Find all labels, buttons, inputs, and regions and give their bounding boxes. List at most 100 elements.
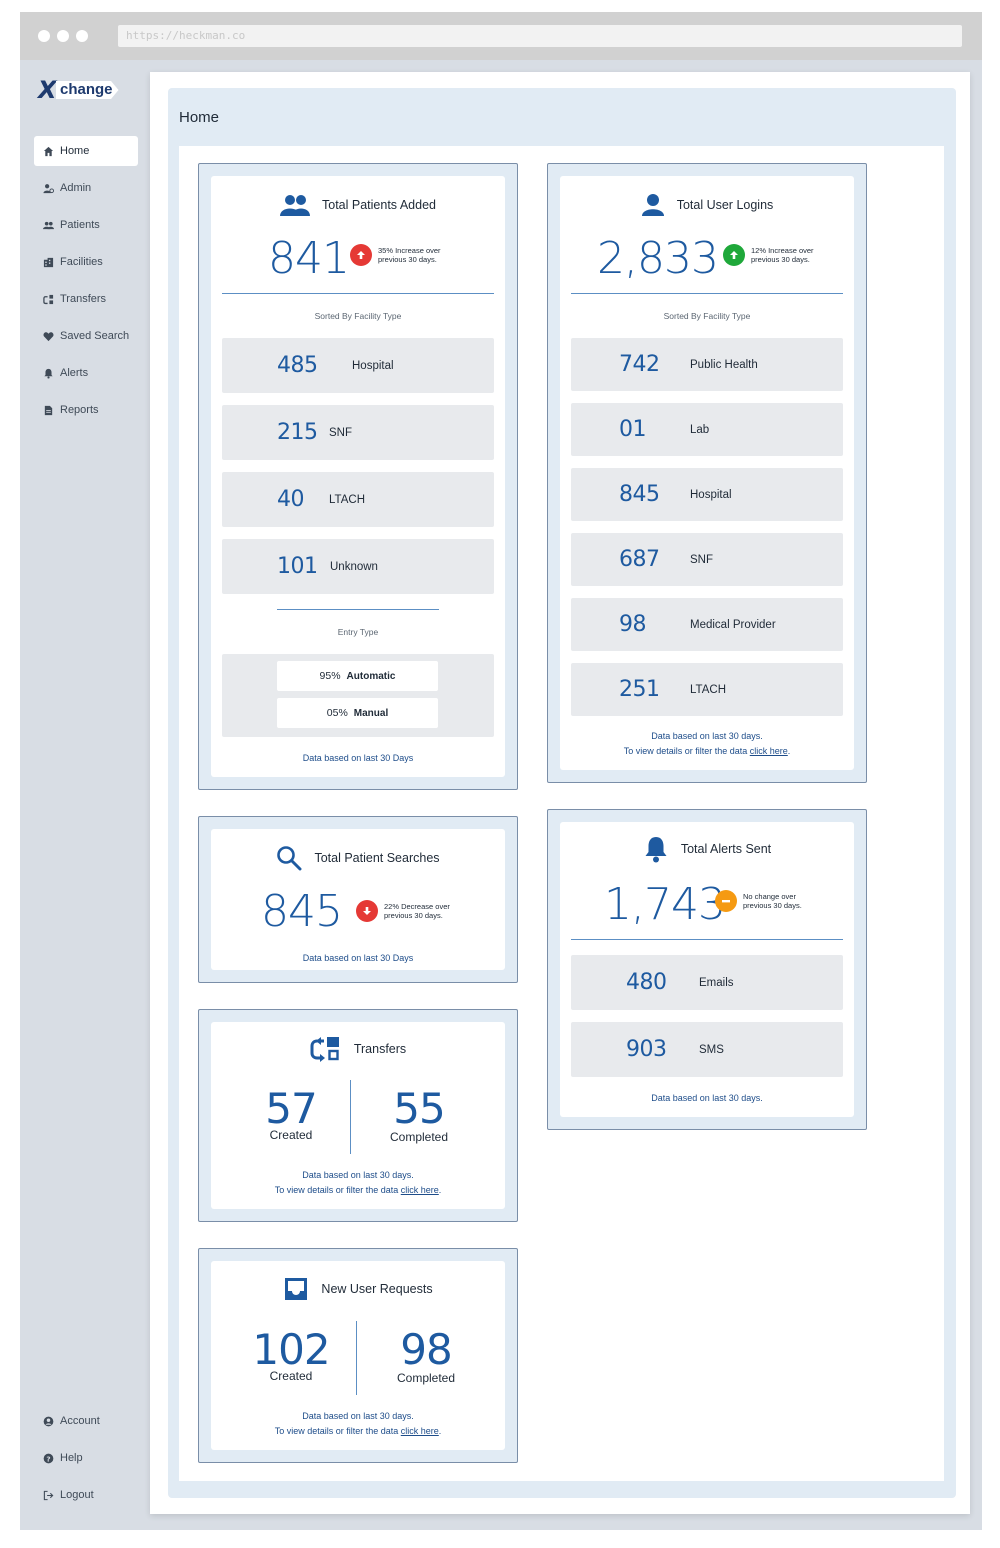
sidebar-item-label: Saved Search [60, 330, 130, 342]
click-here-link[interactable]: click here [749, 746, 788, 756]
sidebar-item-label: Transfers [60, 293, 107, 305]
user-requests-card-body: New User Requests 102 Created 98 Complet… [211, 1261, 505, 1450]
transfers-icon [43, 294, 54, 304]
facility-row[interactable]: 215 SNF [222, 405, 494, 460]
entry-label: Automatic [346, 670, 396, 682]
document-icon [44, 405, 53, 415]
alert-row[interactable]: 903 SMS [571, 1022, 843, 1077]
inbox-icon [285, 1278, 308, 1300]
no-change-icon [715, 890, 737, 912]
facility-row[interactable]: 742 Public Health [571, 338, 843, 391]
footer-text: To view details or filter the data [274, 1185, 399, 1195]
click-here-link[interactable]: click here [400, 1185, 439, 1195]
card-footer: Data based on last 30 Days [302, 953, 414, 963]
entry-automatic[interactable]: 95% Automatic [277, 661, 438, 691]
card-footer: Data based on last 30 Days [302, 753, 414, 763]
alerts-sent-card: Total Alerts Sent 1,743 No change over p… [547, 809, 867, 1130]
footer-line: Data based on last 30 days. [302, 1170, 414, 1180]
alerts-sent-card-body: Total Alerts Sent 1,743 No change over p… [560, 822, 854, 1117]
sidebar-item-alerts[interactable]: Alerts [34, 358, 138, 388]
window-close-dot[interactable] [38, 30, 50, 42]
window-minimize-dot[interactable] [57, 30, 69, 42]
facility-row[interactable]: 251 LTACH [571, 663, 843, 716]
sidebar-item-reports[interactable]: Reports [34, 395, 138, 425]
home-icon [43, 146, 54, 156]
facility-row[interactable]: 98 Medical Provider [571, 598, 843, 651]
transfers-created-label: Created [269, 1128, 313, 1142]
entry-label: Manual [353, 707, 389, 719]
sidebar-item-label: Help [60, 1452, 83, 1464]
row-value: 01 [619, 417, 647, 442]
row-label: SNF [690, 553, 713, 566]
divider [277, 609, 439, 610]
user-logins-trend: 12% Increase over previous 30 days. [723, 244, 814, 266]
trend-line: 35% Increase over [378, 245, 441, 255]
transfers-completed-label: Completed [389, 1130, 449, 1144]
card-footer: Data based on last 30 days. [651, 1093, 763, 1103]
trend-line: 12% Increase over [751, 245, 814, 255]
alerts-sent-trend-text: No change over previous 30 days. [743, 892, 802, 911]
entry-pct: 05% [326, 707, 348, 719]
row-label: Hospital [690, 488, 732, 501]
facility-row[interactable]: 01 Lab [571, 403, 843, 456]
sidebar-item-help[interactable]: ? Help [34, 1443, 138, 1473]
sidebar-item-patients[interactable]: Patients [34, 210, 138, 240]
patient-searches-title: Total Patient Searches [314, 851, 440, 865]
facility-row[interactable]: 101 Unknown [222, 539, 494, 594]
sidebar-item-label: Facilities [60, 256, 103, 268]
heart-icon [43, 331, 54, 341]
svg-text:?: ? [46, 1454, 50, 1463]
arrow-up-icon [350, 244, 372, 266]
divider [356, 1321, 357, 1395]
entry-manual[interactable]: 05% Manual [277, 698, 438, 728]
row-value: 742 [619, 352, 660, 377]
patients-added-title: Total Patients Added [322, 198, 436, 212]
footer-line: To view details or filter the data click… [560, 744, 854, 759]
row-label: Hospital [352, 359, 394, 372]
sidebar-item-home[interactable]: Home [34, 136, 138, 166]
facility-row[interactable]: 485 Hospital [222, 338, 494, 393]
address-bar[interactable]: https://heckman.co [118, 25, 962, 47]
transfers-icon [310, 1037, 339, 1062]
patients-icon [43, 221, 54, 229]
user-logins-header: Total User Logins [560, 193, 854, 217]
search-icon [277, 846, 302, 871]
patients-added-card: Total Patients Added 841 35% Increase ov… [198, 163, 518, 790]
row-value: 845 [619, 482, 660, 507]
entry-type-label: Entry Type [337, 627, 379, 637]
sidebar-item-label: Account [60, 1415, 100, 1427]
patient-searches-card-body: Total Patient Searches 845 22% Decrease … [211, 829, 505, 970]
help-icon: ? [43, 1453, 54, 1463]
sidebar-item-label: Home [60, 145, 90, 157]
facility-row[interactable]: 40 LTACH [222, 472, 494, 527]
user-requests-created-label: Created [269, 1369, 313, 1383]
sidebar-item-admin[interactable]: Admin [34, 173, 138, 203]
footer-end: . [787, 746, 791, 756]
user-logins-title: Total User Logins [676, 198, 774, 212]
user-logins-card: Total User Logins 2,833 12% Increase ove… [547, 163, 867, 783]
facility-row[interactable]: 687 SNF [571, 533, 843, 586]
user-requests-card: New User Requests 102 Created 98 Complet… [198, 1248, 518, 1463]
sidebar-item-logout[interactable]: Logout [34, 1480, 138, 1510]
transfers-title: Transfers [353, 1042, 407, 1056]
window-maximize-dot[interactable] [76, 30, 88, 42]
patients-added-trend: 35% Increase over previous 30 days. [350, 244, 441, 266]
patient-searches-card: Total Patient Searches 845 22% Decrease … [198, 816, 518, 983]
bell-icon [645, 837, 667, 863]
trend-line: previous 30 days. [378, 255, 437, 264]
user-logins-value: 2,833 [597, 233, 719, 284]
click-here-link[interactable]: click here [400, 1426, 439, 1436]
patient-searches-trend: 22% Decrease over previous 30 days. [356, 900, 450, 922]
facility-row[interactable]: 845 Hospital [571, 468, 843, 521]
sidebar-item-account[interactable]: Account [34, 1406, 138, 1436]
entry-type-box: 95% Automatic 05% Manual [222, 654, 494, 737]
user-logins-trend-text: 12% Increase over previous 30 days. [751, 246, 814, 265]
sidebar-item-transfers[interactable]: Transfers [34, 284, 138, 314]
sidebar-item-facilities[interactable]: Facilities [34, 247, 138, 277]
row-label: Unknown [330, 560, 378, 573]
footer-text: To view details or filter the data [623, 746, 748, 756]
sidebar-item-saved-search[interactable]: Saved Search [34, 321, 138, 351]
xchange-logo[interactable]: X change [38, 76, 119, 104]
patient-searches-header: Total Patient Searches [211, 845, 505, 871]
alert-row[interactable]: 480 Emails [571, 955, 843, 1010]
